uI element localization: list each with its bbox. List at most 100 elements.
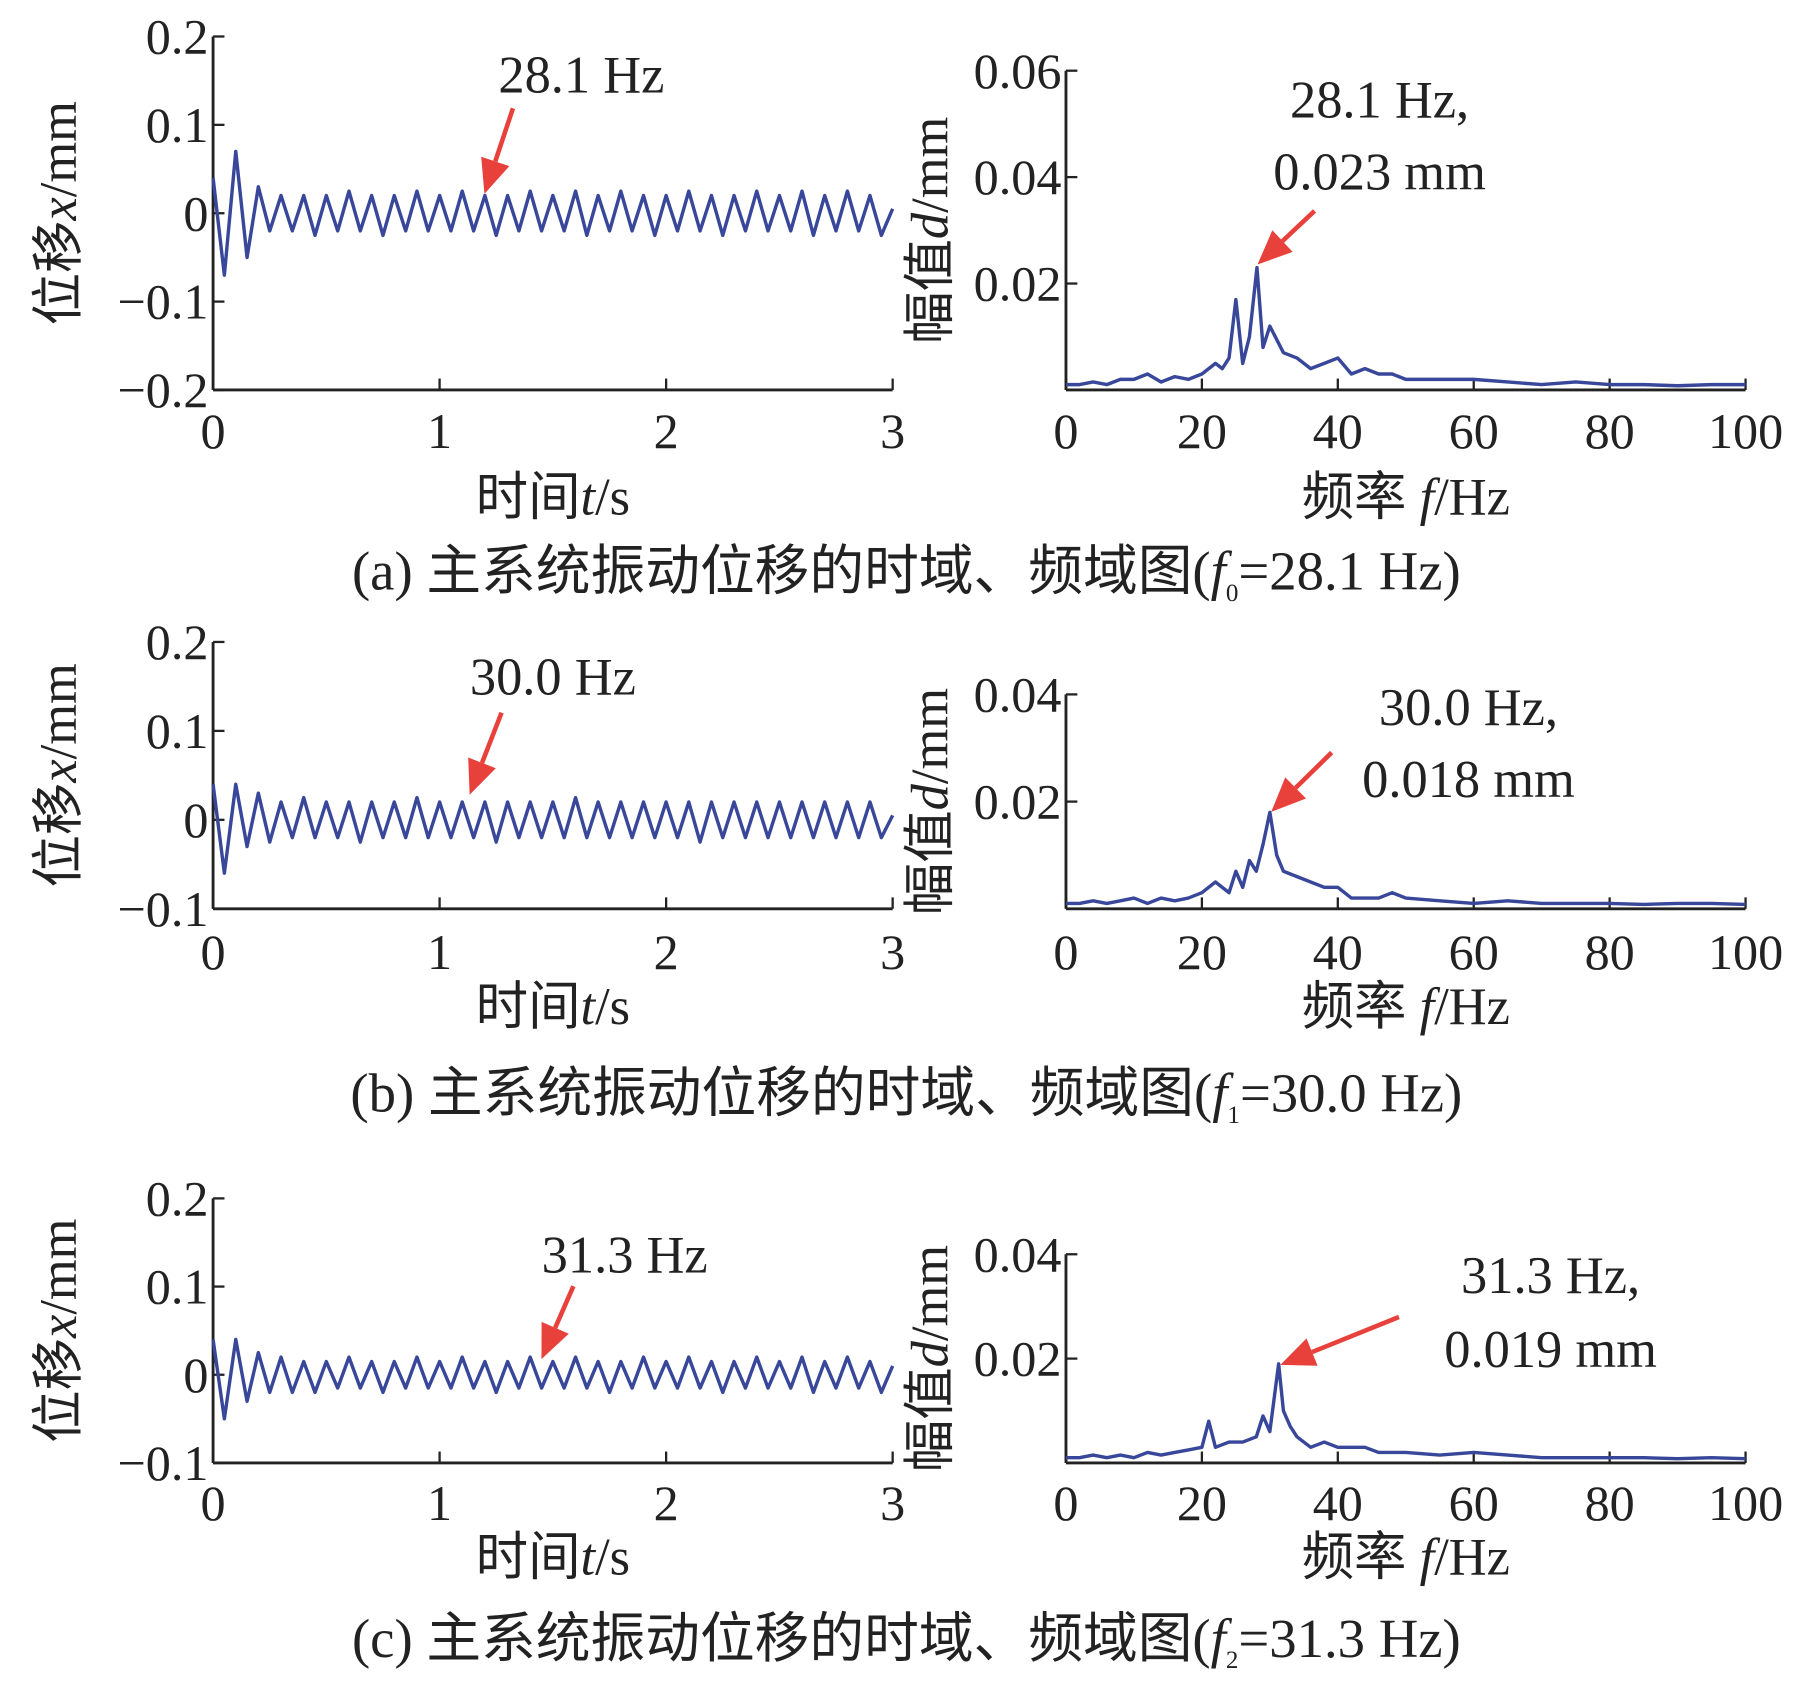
label-part: 频率: [1302, 1529, 1420, 1587]
y-tick-label: 0.02: [974, 256, 1062, 312]
arrow-shaft: [1280, 209, 1317, 243]
arrow-head: [468, 757, 496, 795]
label-part: /s: [595, 468, 630, 526]
y-tick-label: 0.02: [974, 1331, 1062, 1387]
x-tick-label: 0: [201, 924, 226, 980]
data-line: [1065, 1362, 1746, 1461]
data-line: [1065, 810, 1746, 907]
x-tick-label: 0: [201, 1475, 226, 1531]
x-tick-label: 20: [1177, 1475, 1227, 1531]
y-tick-label: −0.1: [118, 881, 209, 937]
label-part: 幅值: [901, 1367, 959, 1472]
x-tick-label: 100: [1708, 924, 1783, 980]
caption-text: =30.0 Hz): [1240, 1063, 1462, 1124]
x-tick-label: 20: [1177, 924, 1227, 980]
label-part: 幅值: [901, 810, 959, 915]
arrow-shaft: [1294, 750, 1334, 790]
y-tick-label: 0.2: [146, 614, 209, 670]
x-tick-label: 2: [654, 1475, 679, 1531]
caption: (c) 主系统振动位移的时域、频域图(f2=31.3 Hz): [352, 1608, 1461, 1674]
y-tick-label: 0.1: [146, 97, 209, 153]
x-tick-label: 3: [880, 1475, 905, 1531]
x-tick-label: 60: [1449, 403, 1499, 459]
annotation: 31.3 Hz,: [1461, 1247, 1640, 1305]
y-tick-label: 0.04: [974, 667, 1062, 723]
x-tick-label: 60: [1449, 1475, 1499, 1531]
x-tick-label: 1: [427, 924, 452, 980]
caption-sub: 1: [1227, 1102, 1240, 1129]
annotation-arrow: [541, 1285, 576, 1360]
label-part: /mm: [30, 101, 88, 197]
label-part: 频率: [1302, 978, 1420, 1036]
y-tick-label: 0.02: [974, 774, 1062, 830]
y-axis-label: 幅值d/mm: [901, 688, 959, 915]
y-axis-label: 幅值d/mm: [901, 1245, 959, 1472]
label-part: x: [30, 759, 88, 783]
label-part: 时间: [476, 978, 581, 1036]
x-tick-label: 80: [1585, 1475, 1635, 1531]
annotation-arrow: [1280, 1314, 1400, 1366]
x-axis-label: 时间t/s: [476, 468, 630, 526]
annotation: 30.0 Hz: [470, 648, 636, 706]
arrow-shaft: [553, 1285, 576, 1329]
arrow-head: [1271, 777, 1307, 812]
x-tick-label: 20: [1177, 403, 1227, 459]
label-part: x: [30, 197, 88, 221]
chart: 0.02 0.04 0 20 40 60 80 100 频率 f/Hz 幅值d/mm 31.3 Hz…: [901, 1226, 1783, 1586]
x-tick-label: 40: [1313, 403, 1363, 459]
arrow-shaft: [479, 711, 504, 764]
annotation: 0.019 mm: [1444, 1321, 1657, 1379]
x-tick-label: 80: [1585, 403, 1635, 459]
y-tick-label: 0: [183, 1347, 208, 1403]
label-part: /mm: [901, 1245, 959, 1341]
x-axis-label: 频率 f/Hz: [1302, 1529, 1510, 1587]
x-axis-label: 时间t/s: [476, 978, 630, 1036]
label-part: d: [901, 212, 959, 239]
label-part: /Hz: [1434, 978, 1510, 1036]
label-part: /Hz: [1434, 1529, 1510, 1587]
x-tick-label: 100: [1708, 1475, 1783, 1531]
x-tick-label: 100: [1708, 403, 1783, 459]
y-axis-label: 幅值d/mm: [901, 117, 959, 344]
caption-sub: 2: [1226, 1647, 1239, 1674]
caption-text: (c) 主系统振动位移的时域、频域图(: [352, 1608, 1211, 1669]
label-part: /mm: [901, 117, 959, 213]
y-tick-label: 0.1: [146, 703, 209, 759]
label-part: x: [30, 1315, 88, 1339]
annotation: 28.1 Hz: [498, 46, 664, 104]
data-line: [211, 1337, 895, 1421]
x-tick-label: 3: [880, 403, 905, 459]
x-axis-label: 时间t/s: [476, 1529, 630, 1587]
label-part: t: [581, 978, 597, 1036]
y-tick-label: 0.2: [146, 1171, 209, 1227]
annotation: 0.023 mm: [1273, 143, 1486, 201]
label-part: 时间: [476, 468, 581, 526]
x-tick-label: 60: [1449, 924, 1499, 980]
y-axis-label: 位移x/mm: [30, 663, 88, 887]
y-tick-label: 0: [183, 185, 208, 241]
y-tick-label: 0: [183, 792, 208, 848]
x-tick-label: 2: [654, 924, 679, 980]
data-line: [1065, 265, 1746, 388]
y-tick-label: −0.1: [118, 1435, 209, 1491]
chart: −0.2 −0.1 0 0.1 0.2 0 1 2 3 时间t/s 位移x/mm 28.1 Hz: [30, 9, 905, 527]
caption-sub: 0: [1226, 580, 1239, 607]
arrow-head: [1280, 1338, 1318, 1366]
x-axis-label: 频率 f/Hz: [1302, 468, 1510, 526]
caption-text: (a) 主系统振动位移的时域、频域图(: [352, 541, 1211, 602]
label-part: d: [901, 1340, 959, 1367]
x-tick-label: 40: [1313, 1475, 1363, 1531]
label-part: t: [581, 468, 597, 526]
label-part: 位移: [30, 783, 88, 888]
y-tick-label: −0.1: [118, 274, 209, 330]
chart: 0.02 0.04 0 20 40 60 80 100 频率 f/Hz 幅值d/mm 30.0 Hz…: [901, 667, 1783, 1036]
x-tick-label: 40: [1313, 924, 1363, 980]
label-part: 幅值: [901, 239, 959, 344]
label-part: /s: [595, 978, 630, 1036]
label-part: /Hz: [1434, 468, 1510, 526]
y-tick-label: −0.2: [118, 362, 209, 418]
x-tick-label: 1: [427, 403, 452, 459]
